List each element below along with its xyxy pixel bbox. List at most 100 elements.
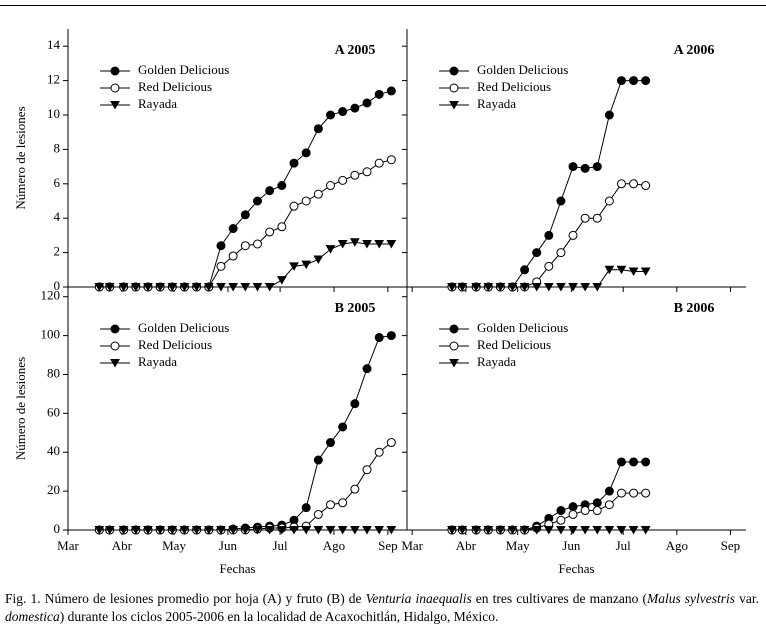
data-point xyxy=(374,240,385,249)
series-line xyxy=(99,159,392,288)
legend-label: Red Delicious xyxy=(138,337,212,352)
data-point xyxy=(289,201,299,211)
data-point xyxy=(325,245,336,254)
data-point xyxy=(104,526,115,535)
y-axis-label: Número de lesiones xyxy=(13,106,28,209)
data-point xyxy=(301,196,311,206)
data-point xyxy=(592,498,602,508)
data-point xyxy=(203,526,214,535)
data-point xyxy=(386,155,396,165)
data-point xyxy=(386,86,396,96)
data-point xyxy=(519,526,530,535)
data-point xyxy=(301,526,312,535)
data-point xyxy=(326,110,336,120)
y-tick-label: 12 xyxy=(47,72,60,87)
data-point xyxy=(350,103,360,113)
data-point xyxy=(531,283,542,292)
caption-text: var. xyxy=(735,591,760,606)
x-tick-label: Jun xyxy=(562,538,581,553)
data-point xyxy=(568,283,578,292)
data-point xyxy=(556,506,566,516)
chart-title: B 2005 xyxy=(335,301,376,316)
legend-marker xyxy=(449,101,459,110)
data-point xyxy=(326,438,336,448)
legend-label: Golden Delicious xyxy=(477,320,568,335)
x-tick-label: Mar xyxy=(401,538,423,553)
data-point xyxy=(228,283,239,292)
y-tick-label: 40 xyxy=(47,443,60,458)
data-point xyxy=(325,526,336,535)
data-point xyxy=(568,526,578,535)
chart-title: B 2006 xyxy=(674,301,715,316)
y-tick-label: 4 xyxy=(54,209,61,224)
data-point xyxy=(337,526,348,535)
data-point xyxy=(507,283,518,292)
data-point xyxy=(374,89,384,99)
data-point xyxy=(167,283,178,292)
data-point xyxy=(301,148,311,158)
data-point xyxy=(228,224,238,234)
data-point xyxy=(338,107,348,117)
data-point xyxy=(130,526,141,535)
data-point xyxy=(592,283,603,292)
y-tick-label: 0 xyxy=(54,278,61,293)
data-point xyxy=(191,283,202,292)
data-point xyxy=(362,364,372,374)
data-point xyxy=(604,526,615,535)
data-point xyxy=(592,162,602,172)
data-point xyxy=(94,283,105,292)
data-point xyxy=(362,465,372,475)
data-point xyxy=(252,239,262,249)
x-tick-label: Abr xyxy=(112,538,133,553)
data-point xyxy=(483,526,494,535)
data-point xyxy=(252,196,262,206)
data-point xyxy=(616,488,626,498)
data-point xyxy=(326,181,336,191)
data-point xyxy=(616,526,627,535)
data-point xyxy=(604,110,614,120)
data-point xyxy=(338,498,348,508)
caption-text: ) durante los ciclos 2005-2006 en la loc… xyxy=(59,609,499,624)
data-point xyxy=(447,283,457,292)
legend-label: Golden Delicious xyxy=(138,62,229,77)
data-point xyxy=(362,240,372,249)
data-point xyxy=(531,526,542,535)
data-point xyxy=(386,240,397,249)
data-point xyxy=(216,526,226,535)
y-tick-label: 10 xyxy=(47,106,60,121)
data-point xyxy=(289,526,299,535)
data-point xyxy=(240,283,251,292)
data-point xyxy=(167,526,178,535)
data-point xyxy=(179,283,190,292)
data-point xyxy=(252,283,263,292)
data-point xyxy=(216,261,226,271)
data-point xyxy=(532,248,542,258)
data-point xyxy=(155,526,166,535)
data-point xyxy=(580,526,591,535)
data-point xyxy=(386,526,397,535)
data-point xyxy=(313,124,323,134)
data-point xyxy=(568,162,578,172)
caption-text: Fig. 1. Número de lesiones promedio por … xyxy=(5,591,366,606)
data-point xyxy=(362,526,372,535)
data-point xyxy=(580,283,591,292)
data-point xyxy=(471,526,482,535)
legend-label: Red Delicious xyxy=(477,337,551,352)
data-point xyxy=(143,283,153,292)
legend-label: Golden Delicious xyxy=(477,62,568,77)
data-point xyxy=(216,283,226,292)
legend-marker xyxy=(110,324,120,334)
data-point xyxy=(483,283,494,292)
data-point xyxy=(350,484,360,494)
legend-marker xyxy=(449,324,459,334)
legend-marker xyxy=(110,83,120,93)
legend-marker xyxy=(110,66,120,76)
data-point xyxy=(592,213,602,223)
data-point xyxy=(130,283,141,292)
data-point xyxy=(447,526,457,535)
data-point xyxy=(326,500,336,510)
data-point xyxy=(386,438,396,448)
data-point xyxy=(386,331,396,341)
data-point xyxy=(301,503,311,513)
legend-label: Golden Delicious xyxy=(138,320,229,335)
